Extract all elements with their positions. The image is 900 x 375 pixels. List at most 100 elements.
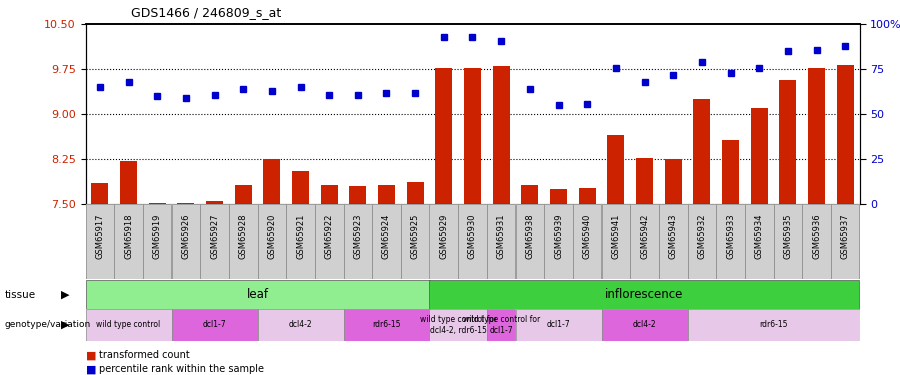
Text: ▶: ▶ — [61, 320, 69, 330]
Bar — [172, 309, 257, 340]
Text: genotype/variation: genotype/variation — [4, 320, 91, 330]
Text: GSM65926: GSM65926 — [181, 213, 190, 259]
Text: GSM65924: GSM65924 — [382, 213, 391, 259]
Bar — [802, 204, 831, 279]
Bar — [86, 280, 429, 309]
Bar — [464, 68, 482, 204]
Bar — [344, 204, 373, 279]
Text: dcl1-7: dcl1-7 — [546, 320, 571, 330]
Bar — [550, 189, 567, 204]
Bar — [429, 204, 458, 279]
Text: tissue: tissue — [4, 290, 36, 300]
Text: GSM65922: GSM65922 — [325, 213, 334, 259]
Text: ■: ■ — [86, 364, 96, 374]
Bar — [286, 204, 315, 279]
Bar — [492, 66, 509, 204]
Text: GSM65923: GSM65923 — [354, 213, 363, 259]
Bar — [688, 204, 716, 279]
Bar — [263, 159, 281, 204]
Text: GSM65918: GSM65918 — [124, 213, 133, 259]
Bar — [664, 159, 682, 204]
Text: inflorescence: inflorescence — [606, 288, 684, 301]
Bar — [229, 204, 257, 279]
Bar — [579, 188, 596, 204]
Text: GSM65934: GSM65934 — [755, 213, 764, 259]
Text: GSM65933: GSM65933 — [726, 213, 735, 259]
Text: GDS1466 / 246809_s_at: GDS1466 / 246809_s_at — [130, 6, 281, 19]
Text: GSM65917: GSM65917 — [95, 213, 104, 259]
Text: GSM65921: GSM65921 — [296, 213, 305, 259]
Text: dcl1-7: dcl1-7 — [202, 320, 226, 330]
Bar — [235, 185, 252, 204]
Bar — [516, 204, 544, 279]
Bar — [779, 80, 796, 204]
Bar — [544, 204, 572, 279]
Text: wild type control: wild type control — [96, 320, 160, 330]
Bar — [436, 68, 453, 204]
Text: GSM65929: GSM65929 — [439, 213, 448, 259]
Bar — [831, 204, 860, 279]
Text: GSM65938: GSM65938 — [526, 213, 535, 259]
Bar — [378, 185, 395, 204]
Bar — [487, 204, 516, 279]
Bar — [458, 204, 487, 279]
Bar — [608, 135, 625, 204]
Bar — [120, 161, 137, 204]
Bar — [257, 309, 344, 340]
Text: leaf: leaf — [247, 288, 268, 301]
Text: GSM65930: GSM65930 — [468, 213, 477, 259]
Text: percentile rank within the sample: percentile rank within the sample — [99, 364, 264, 374]
Text: dcl4-2: dcl4-2 — [633, 320, 656, 330]
Bar — [400, 204, 429, 279]
Text: wild type control for
dcl1-7: wild type control for dcl1-7 — [463, 315, 540, 334]
Bar — [521, 185, 538, 204]
Bar — [601, 309, 688, 340]
Bar — [148, 203, 166, 204]
Bar — [206, 201, 223, 204]
Bar — [572, 204, 601, 279]
Text: GSM65937: GSM65937 — [841, 213, 850, 259]
Text: GSM65936: GSM65936 — [812, 213, 821, 259]
Bar — [716, 204, 745, 279]
Bar — [630, 204, 659, 279]
Bar — [745, 204, 773, 279]
Bar — [773, 204, 802, 279]
Bar — [320, 185, 338, 204]
Bar — [429, 309, 487, 340]
Bar — [373, 204, 400, 279]
Bar — [86, 204, 860, 279]
Bar — [143, 204, 172, 279]
Bar — [315, 204, 344, 279]
Text: GSM65932: GSM65932 — [698, 213, 706, 259]
Bar — [349, 186, 366, 204]
Text: ▶: ▶ — [61, 290, 69, 300]
Text: dcl4-2: dcl4-2 — [289, 320, 312, 330]
Text: ■: ■ — [86, 351, 96, 360]
Text: GSM65941: GSM65941 — [611, 213, 620, 259]
Bar — [808, 68, 825, 204]
Bar — [837, 65, 854, 204]
Text: rdr6-15: rdr6-15 — [373, 320, 400, 330]
Bar — [693, 99, 710, 204]
Bar — [177, 202, 194, 204]
Text: GSM65919: GSM65919 — [153, 213, 162, 259]
Text: GSM65943: GSM65943 — [669, 213, 678, 259]
Bar — [601, 204, 630, 279]
Bar — [86, 309, 172, 340]
Bar — [114, 204, 143, 279]
Bar — [659, 204, 688, 279]
Text: GSM65940: GSM65940 — [582, 213, 591, 259]
Bar — [516, 309, 601, 340]
Text: GSM65931: GSM65931 — [497, 213, 506, 259]
Bar — [407, 182, 424, 204]
Text: GSM65920: GSM65920 — [267, 213, 276, 259]
Bar — [688, 309, 860, 340]
Text: transformed count: transformed count — [99, 351, 190, 360]
Bar — [257, 204, 286, 279]
Text: rdr6-15: rdr6-15 — [760, 320, 788, 330]
Bar — [722, 140, 739, 204]
Bar — [200, 204, 229, 279]
Bar — [86, 204, 114, 279]
Bar — [751, 108, 768, 204]
Text: GSM65939: GSM65939 — [554, 213, 563, 259]
